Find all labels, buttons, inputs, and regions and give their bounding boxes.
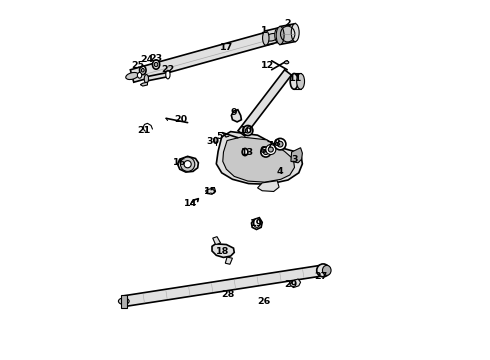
Text: 9: 9 bbox=[230, 108, 237, 117]
Polygon shape bbox=[213, 237, 220, 244]
Polygon shape bbox=[177, 156, 198, 172]
Text: 18: 18 bbox=[216, 247, 229, 256]
Ellipse shape bbox=[166, 70, 170, 79]
Text: 15: 15 bbox=[204, 187, 218, 196]
Text: 7: 7 bbox=[266, 141, 273, 150]
Text: 12: 12 bbox=[261, 61, 274, 70]
Text: 25: 25 bbox=[131, 62, 144, 71]
Polygon shape bbox=[205, 188, 216, 194]
Polygon shape bbox=[225, 257, 232, 264]
Ellipse shape bbox=[275, 28, 281, 42]
Polygon shape bbox=[238, 70, 292, 136]
Text: 13: 13 bbox=[241, 148, 254, 157]
Ellipse shape bbox=[276, 27, 284, 44]
Ellipse shape bbox=[322, 265, 331, 275]
Ellipse shape bbox=[263, 31, 269, 45]
Polygon shape bbox=[216, 132, 302, 184]
Text: 6: 6 bbox=[259, 146, 266, 155]
Text: 20: 20 bbox=[174, 115, 188, 124]
Polygon shape bbox=[280, 24, 295, 44]
Ellipse shape bbox=[245, 128, 250, 133]
Text: 23: 23 bbox=[149, 54, 163, 63]
Text: 21: 21 bbox=[137, 126, 150, 135]
Ellipse shape bbox=[243, 126, 253, 135]
Text: 3: 3 bbox=[291, 155, 298, 164]
Polygon shape bbox=[223, 137, 294, 182]
Ellipse shape bbox=[140, 66, 146, 75]
Text: 1: 1 bbox=[261, 26, 268, 35]
Text: 4: 4 bbox=[277, 167, 283, 176]
Ellipse shape bbox=[266, 144, 276, 154]
Polygon shape bbox=[231, 110, 242, 122]
Text: 5: 5 bbox=[217, 132, 223, 141]
Polygon shape bbox=[294, 73, 300, 89]
Ellipse shape bbox=[269, 147, 273, 152]
Ellipse shape bbox=[291, 24, 299, 41]
Polygon shape bbox=[212, 244, 234, 257]
Ellipse shape bbox=[277, 141, 283, 147]
Ellipse shape bbox=[152, 60, 160, 69]
Ellipse shape bbox=[242, 148, 248, 156]
Text: 27: 27 bbox=[315, 271, 328, 280]
Ellipse shape bbox=[290, 73, 298, 89]
Ellipse shape bbox=[274, 138, 286, 150]
Text: 16: 16 bbox=[173, 158, 186, 167]
Ellipse shape bbox=[126, 72, 138, 80]
Text: 17: 17 bbox=[220, 43, 233, 52]
Ellipse shape bbox=[119, 298, 129, 305]
Ellipse shape bbox=[154, 62, 158, 67]
Polygon shape bbox=[266, 28, 278, 45]
Ellipse shape bbox=[261, 147, 271, 157]
Polygon shape bbox=[140, 82, 147, 86]
Ellipse shape bbox=[263, 149, 269, 154]
Polygon shape bbox=[147, 72, 168, 81]
Ellipse shape bbox=[317, 264, 330, 277]
Text: 22: 22 bbox=[161, 65, 174, 74]
Polygon shape bbox=[121, 295, 126, 308]
Ellipse shape bbox=[296, 73, 304, 89]
Text: 14: 14 bbox=[184, 199, 197, 208]
Ellipse shape bbox=[141, 68, 144, 72]
Polygon shape bbox=[291, 148, 302, 163]
Text: 30: 30 bbox=[206, 137, 219, 146]
Ellipse shape bbox=[214, 137, 218, 142]
Polygon shape bbox=[123, 265, 324, 306]
Text: 10: 10 bbox=[240, 126, 253, 135]
Text: 8: 8 bbox=[273, 139, 280, 148]
Ellipse shape bbox=[285, 61, 289, 64]
Text: 26: 26 bbox=[257, 297, 270, 306]
Ellipse shape bbox=[254, 219, 260, 227]
Polygon shape bbox=[290, 279, 300, 288]
Ellipse shape bbox=[144, 75, 148, 83]
Text: 2: 2 bbox=[285, 19, 292, 28]
Ellipse shape bbox=[137, 72, 142, 78]
Text: 28: 28 bbox=[221, 290, 235, 299]
Text: 24: 24 bbox=[140, 55, 153, 64]
Ellipse shape bbox=[184, 161, 191, 168]
Ellipse shape bbox=[266, 33, 278, 41]
Ellipse shape bbox=[180, 157, 195, 171]
Text: 29: 29 bbox=[284, 280, 297, 289]
Polygon shape bbox=[251, 218, 262, 229]
Polygon shape bbox=[130, 31, 273, 82]
Text: 19: 19 bbox=[250, 219, 263, 228]
Text: 11: 11 bbox=[289, 75, 302, 84]
Polygon shape bbox=[258, 181, 279, 192]
